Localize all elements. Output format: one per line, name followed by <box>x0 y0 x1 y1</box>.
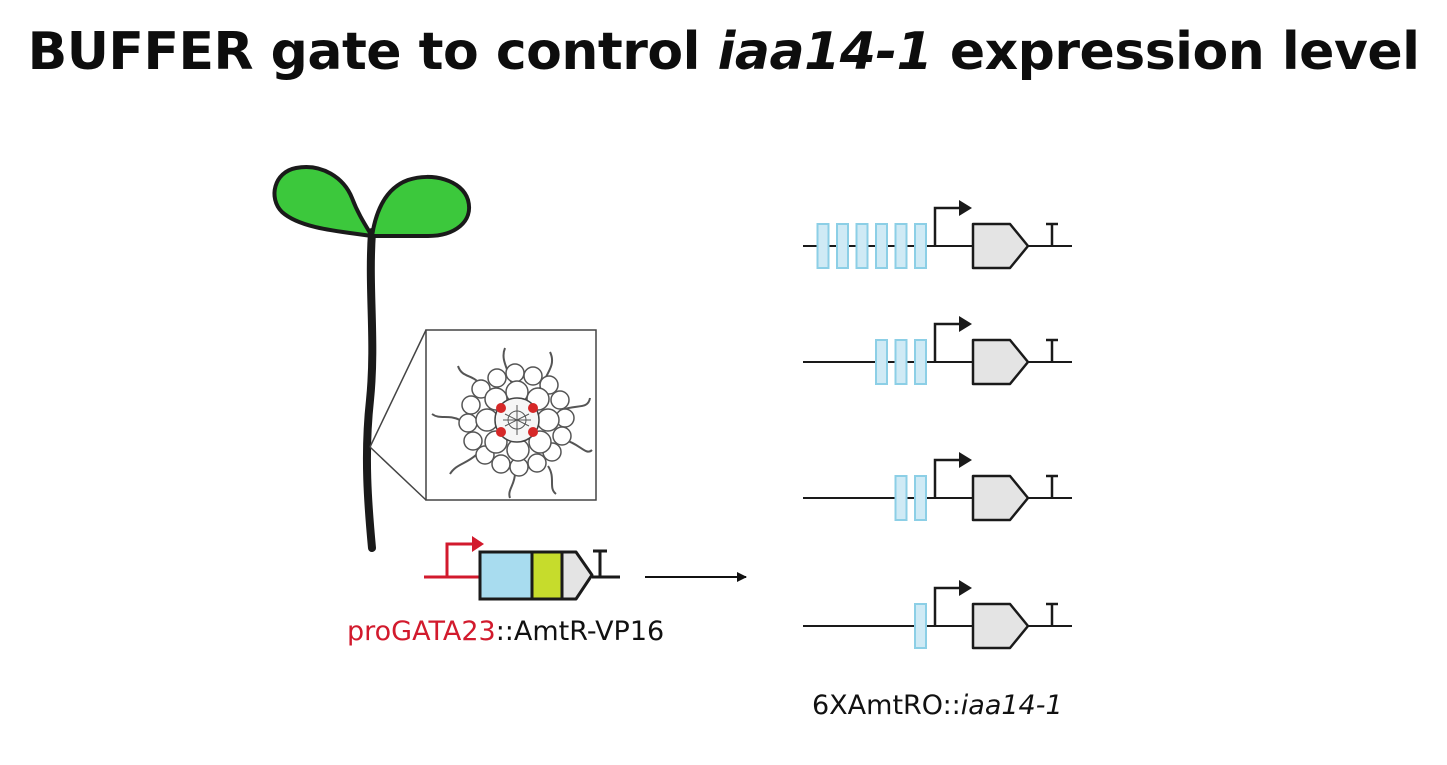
page-title: BUFFER gate to control iaa14-1 expressio… <box>27 22 1420 82</box>
promoter-arrow <box>933 458 960 498</box>
promoter-arrow-head <box>959 452 972 468</box>
terminator <box>1046 222 1058 246</box>
seedling-illustration <box>272 165 472 552</box>
amtR-operator <box>914 223 927 269</box>
iaa14-cds <box>971 222 1030 270</box>
reporter-gene-name: iaa14-1 <box>960 690 1063 721</box>
cds-arrow-tip <box>560 550 594 601</box>
amtR-operator <box>875 339 888 385</box>
xylem-pole-cells <box>496 403 538 437</box>
terminator <box>593 549 607 577</box>
vp16-domain <box>530 550 564 601</box>
amtR-operator <box>914 603 927 649</box>
terminator <box>1046 338 1058 362</box>
iaa14-cds <box>971 602 1030 650</box>
amtR-operator <box>855 223 869 269</box>
promoter-arrow-red <box>445 542 474 577</box>
reporter-label: 6XAmtRO::iaa14-1 <box>812 690 1063 721</box>
amtR-operator <box>816 223 830 269</box>
amtR-operator <box>875 223 888 269</box>
amtR-operator <box>894 475 908 521</box>
amtR-operator <box>894 339 908 385</box>
amtR-domain <box>478 550 534 601</box>
amtR-operator <box>836 223 849 269</box>
promoter-arrow-head <box>959 200 972 216</box>
amtR-operator <box>894 223 908 269</box>
terminator <box>1046 602 1058 626</box>
iaa14-cds <box>971 474 1030 522</box>
driver-label: proGATA23::AmtR-VP16 <box>347 616 665 647</box>
terminator <box>1046 474 1058 498</box>
promoter-arrow <box>933 206 960 246</box>
reporter-constructs <box>803 200 1072 650</box>
root-cross-section-inset <box>369 329 597 501</box>
right-cotyledon <box>370 174 472 238</box>
seedling-stem <box>362 228 377 552</box>
amtR-operator <box>914 339 927 385</box>
promoter-arrow-head <box>959 580 972 596</box>
promoter-name: proGATA23 <box>347 616 496 647</box>
amtR-operator <box>914 475 927 521</box>
promoter-arrow <box>933 586 960 626</box>
driver-construct <box>424 536 620 601</box>
promoter-arrow-head <box>959 316 972 332</box>
iaa14-cds <box>971 338 1030 386</box>
left-cotyledon <box>272 165 374 238</box>
effector-name: AmtR-VP16 <box>513 616 665 647</box>
operator-name: 6XAmtRO <box>812 690 943 721</box>
promoter-arrow <box>933 322 960 362</box>
